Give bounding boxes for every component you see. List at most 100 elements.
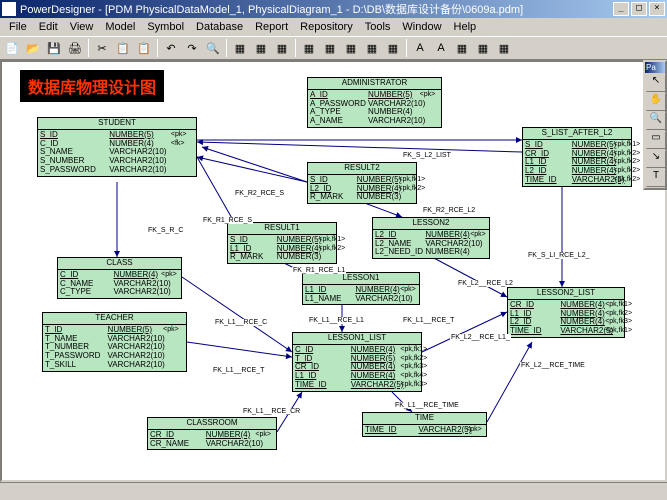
entity-body: TIME_IDVARCHAR2(5)<pk> (363, 425, 486, 436)
entity-title: LESSON1 (303, 273, 419, 285)
paste-button[interactable]: 📋 (134, 38, 154, 58)
fk-label: FK_L2__RCE_L1_ (450, 334, 511, 341)
entity-title: STUDENT (38, 118, 196, 130)
entity-classroom[interactable]: CLASSROOMCR_IDNUMBER(4)<pk>CR_NAMEVARCHA… (147, 417, 277, 450)
entity-row: S_PASSWORDVARCHAR2(10) (40, 166, 194, 175)
menu-symbol[interactable]: Symbol (142, 20, 189, 34)
menu-help[interactable]: Help (449, 20, 482, 34)
entity-body: CR_IDNUMBER(4)<pk,fk1>L1_IDNUMBER(4)<pk,… (508, 300, 624, 337)
entity-teacher[interactable]: TEACHERT_IDNUMBER(5)<pk>T_NAMEVARCHAR2(1… (42, 312, 187, 372)
entity-row: L1_NAMEVARCHAR2(10) (305, 295, 417, 304)
tool-button[interactable]: ▦ (230, 38, 250, 58)
link-tool[interactable]: ↘ (646, 150, 666, 168)
entity-lesson2[interactable]: LESSON2L2_IDNUMBER(4)<pk>L2_NAMEVARCHAR2… (372, 217, 490, 259)
tool-button[interactable]: ▦ (383, 38, 403, 58)
app-icon (2, 2, 16, 16)
save-button[interactable]: 💾 (44, 38, 64, 58)
entity-time[interactable]: TIMETIME_IDVARCHAR2(5)<pk> (362, 412, 487, 437)
fk-label: FK_R1_RCE_L1 (292, 267, 346, 274)
entity-title: RESULT1 (228, 223, 336, 235)
canvas-viewport[interactable]: 数据库物理设计图 ADMINISTRATORA_IDNUMBER(5)<pk>A… (0, 60, 667, 482)
text-tool-button[interactable]: A (431, 38, 451, 58)
entity-row: R_MARKNUMBER(3) (310, 193, 414, 202)
menu-tools[interactable]: Tools (360, 20, 396, 34)
tool-palette[interactable]: Pa ↖ ✋ 🔍 ▭ ↘ T (643, 60, 667, 190)
fk-label: FK_L1__RCE_TIME (394, 402, 460, 409)
new-button[interactable]: 📄 (2, 38, 22, 58)
menu-window[interactable]: Window (397, 20, 446, 34)
entity-row: TIME_IDVARCHAR2(5)<pk,fk3> (295, 381, 419, 390)
tool-button[interactable]: ▦ (251, 38, 271, 58)
menu-database[interactable]: Database (191, 20, 248, 34)
cut-button[interactable]: ✂ (92, 38, 112, 58)
entity-result1[interactable]: RESULT1S_IDNUMBER(5)<pk,fk1>L1_IDNUMBER(… (227, 222, 337, 264)
redo-button[interactable]: ↷ (182, 38, 202, 58)
entity-administrator[interactable]: ADMINISTRATORA_IDNUMBER(5)<pk>A_PASSWORD… (307, 77, 442, 128)
text-tool[interactable]: T (646, 169, 666, 187)
pointer-tool[interactable]: ↖ (646, 74, 666, 92)
fk-label: FK_L1__RCE_T (212, 367, 265, 374)
fk-label: FK_R1_RCE_S (202, 217, 253, 224)
entity-s_list_after_l2[interactable]: S_LIST_AFTER_L2S_IDNUMBER(5)<pk,fk1>CR_I… (522, 127, 632, 187)
entity-title: S_LIST_AFTER_L2 (523, 128, 631, 140)
entity-title: CLASS (58, 258, 181, 270)
minimize-button[interactable]: _ (613, 2, 629, 16)
tool-button[interactable]: ▦ (452, 38, 472, 58)
statusbar (0, 482, 667, 500)
toolbar: 📄 📂 💾 🖨 ✂ 📋 📋 ↶ ↷ 🔍 ▦ ▦ ▦ ▦ ▦ ▦ ▦ ▦ A A … (0, 36, 667, 60)
palette-title: Pa (645, 62, 665, 73)
tool-button[interactable]: ▦ (272, 38, 292, 58)
entity-title: LESSON1_LIST (293, 333, 421, 345)
menu-repository[interactable]: Repository (295, 20, 358, 34)
entity-row: TIME_IDVARCHAR2(5)<pk> (365, 426, 484, 435)
entity-body: S_IDNUMBER(5)<pk,fk1>L2_IDNUMBER(4)<pk,f… (308, 175, 416, 203)
menubar: FileEditViewModelSymbolDatabaseReportRep… (0, 18, 667, 36)
entity-result2[interactable]: RESULT2S_IDNUMBER(5)<pk,fk1>L2_IDNUMBER(… (307, 162, 417, 204)
entity-student[interactable]: STUDENTS_IDNUMBER(5)<pk>C_IDNUMBER(4)<fk… (37, 117, 197, 177)
maximize-button[interactable]: □ (631, 2, 647, 16)
close-button[interactable]: × (649, 2, 665, 16)
tool-button[interactable]: ▦ (473, 38, 493, 58)
text-tool-button[interactable]: A (410, 38, 430, 58)
diagram-canvas[interactable]: 数据库物理设计图 ADMINISTRATORA_IDNUMBER(5)<pk>A… (2, 62, 642, 472)
menu-edit[interactable]: Edit (34, 20, 63, 34)
fk-label: FK_L2__RCE_L2 (457, 280, 514, 287)
hand-tool[interactable]: ✋ (646, 93, 666, 111)
entity-body: C_IDNUMBER(4)<pk>C_NAMEVARCHAR2(10)C_TYP… (58, 270, 181, 298)
diagram-title: 数据库物理设计图 (20, 70, 164, 102)
entity-lesson1_list[interactable]: LESSON1_LISTC_IDNUMBER(4)<pk,fk1>T_IDNUM… (292, 332, 422, 392)
fk-label: FK_S_LI_RCE_L2_ (527, 252, 590, 259)
entity-body: S_IDNUMBER(5)<pk>C_IDNUMBER(4)<fk>S_NAME… (38, 130, 196, 176)
entity-title: TIME (363, 413, 486, 425)
fk-label: FK_L1__RCE_L1 (308, 317, 365, 324)
open-button[interactable]: 📂 (23, 38, 43, 58)
menu-file[interactable]: File (4, 20, 32, 34)
tool-button[interactable]: ▦ (299, 38, 319, 58)
entity-body: T_IDNUMBER(5)<pk>T_NAMEVARCHAR2(10)T_NUM… (43, 325, 186, 371)
zoom-tool[interactable]: 🔍 (646, 112, 666, 130)
find-button[interactable]: 🔍 (203, 38, 223, 58)
titlebar: PowerDesigner - [PDM PhysicalDataModel_1… (0, 0, 667, 18)
entity-title: ADMINISTRATOR (308, 78, 441, 90)
entity-title: CLASSROOM (148, 418, 276, 430)
entity-lesson1[interactable]: LESSON1L1_IDNUMBER(4)<pk>L1_NAMEVARCHAR2… (302, 272, 420, 305)
menu-model[interactable]: Model (100, 20, 140, 34)
print-button[interactable]: 🖨 (65, 38, 85, 58)
entity-title: TEACHER (43, 313, 186, 325)
tool-button[interactable]: ▦ (362, 38, 382, 58)
window-controls: _ □ × (613, 2, 665, 16)
copy-button[interactable]: 📋 (113, 38, 133, 58)
entity-row: R_MARKNUMBER(3) (230, 253, 334, 262)
menu-report[interactable]: Report (250, 20, 293, 34)
fk-label: FK_L2__RCE_TIME (520, 362, 586, 369)
tool-button[interactable]: ▦ (341, 38, 361, 58)
entity-body: L1_IDNUMBER(4)<pk>L1_NAMEVARCHAR2(10) (303, 285, 419, 305)
entity-lesson2_list[interactable]: LESSON2_LISTCR_IDNUMBER(4)<pk,fk1>L1_IDN… (507, 287, 625, 338)
undo-button[interactable]: ↶ (161, 38, 181, 58)
tool-button[interactable]: ▦ (320, 38, 340, 58)
menu-view[interactable]: View (65, 20, 99, 34)
entity-tool[interactable]: ▭ (646, 131, 666, 149)
entity-row: TIME_IDVARCHAR2(5)<pk,fk1> (510, 327, 622, 336)
tool-button[interactable]: ▦ (494, 38, 514, 58)
entity-class[interactable]: CLASSC_IDNUMBER(4)<pk>C_NAMEVARCHAR2(10)… (57, 257, 182, 299)
